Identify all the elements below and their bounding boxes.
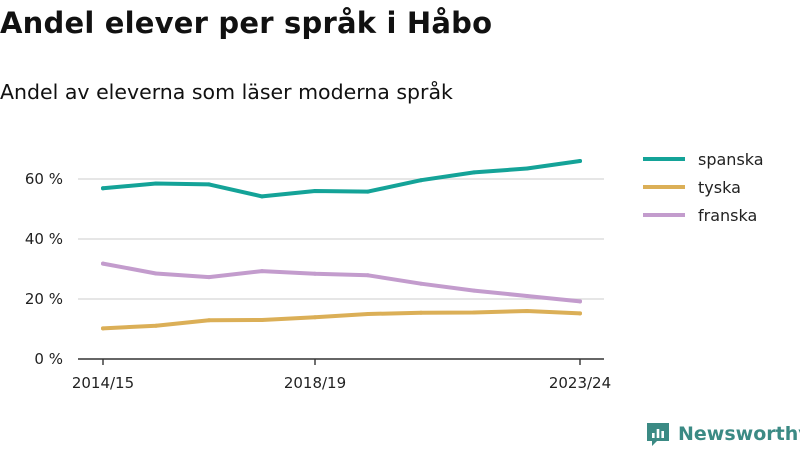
data-point-tyska	[260, 318, 264, 322]
data-point-tyska	[472, 310, 476, 315]
data-point-spanska	[154, 181, 158, 186]
data-point-tyska	[154, 323, 158, 328]
data-point-spanska	[472, 170, 476, 175]
y-tick-label: 60 %	[25, 170, 63, 188]
x-tick-label: 2018/19	[284, 374, 346, 392]
data-point-franska	[101, 261, 105, 266]
legend-label-tyska: tyska	[698, 178, 741, 197]
data-point-spanska	[101, 186, 105, 191]
data-point-spanska	[366, 189, 370, 194]
newsworthy-logo: Newsworthy	[644, 420, 800, 448]
data-point-franska	[154, 271, 158, 276]
data-point-spanska	[313, 189, 317, 193]
data-point-franska	[578, 299, 582, 304]
data-point-spanska	[419, 178, 423, 183]
data-point-franska	[313, 271, 317, 276]
data-point-spanska	[260, 194, 264, 199]
data-point-spanska	[207, 182, 211, 187]
data-point-tyska	[366, 312, 370, 316]
data-point-franska	[207, 275, 211, 280]
y-tick-label: 20 %	[25, 290, 63, 308]
chart-subtitle: Andel av eleverna som läser moderna språ…	[0, 80, 453, 104]
y-tick-label: 0 %	[34, 350, 63, 368]
data-point-franska	[419, 281, 423, 286]
data-point-tyska	[207, 318, 211, 323]
data-point-tyska	[313, 315, 317, 320]
data-point-tyska	[525, 309, 529, 313]
x-tick-label: 2014/15	[72, 374, 134, 392]
series-line-tyska	[101, 309, 582, 331]
data-point-franska	[366, 273, 370, 278]
chart-title: Andel elever per språk i Håbo	[0, 6, 493, 40]
data-point-franska	[472, 288, 476, 293]
data-point-tyska	[419, 310, 423, 315]
data-point-franska	[260, 269, 264, 274]
brand-name: Newsworthy	[678, 423, 800, 445]
data-point-tyska	[101, 326, 105, 331]
newsworthy-icon	[647, 423, 669, 446]
series-line-spanska	[101, 159, 582, 199]
data-point-franska	[525, 294, 529, 298]
legend-label-franska: franska	[698, 206, 757, 225]
y-tick-label: 40 %	[25, 230, 63, 248]
data-point-spanska	[525, 166, 529, 171]
series-line-franska	[101, 261, 582, 304]
data-point-spanska	[578, 159, 582, 163]
x-tick-label: 2023/24	[549, 374, 611, 392]
legend-label-spanska: spanska	[698, 150, 764, 169]
data-point-tyska	[578, 311, 582, 316]
